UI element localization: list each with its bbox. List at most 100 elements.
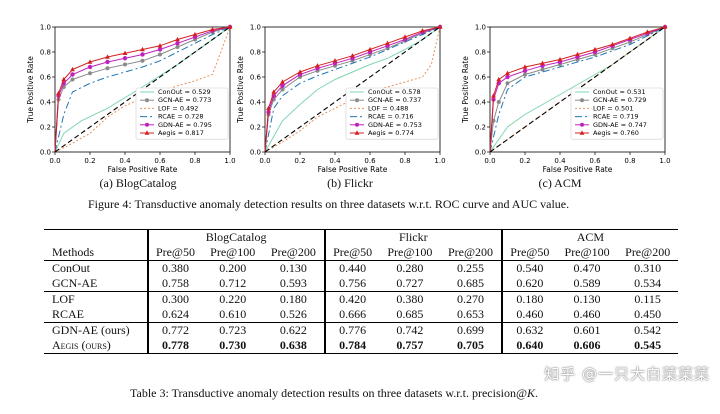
roc-point	[175, 41, 180, 46]
y-axis-label: True Positive Rate	[26, 56, 35, 124]
table-header-row-metrics: Methods Pre@50 Pre@100 Pre@200 Pre@50 Pr…	[44, 245, 678, 261]
x-tick-label: 0.6	[154, 157, 166, 165]
table-cell: 0.380	[146, 260, 203, 276]
table-cell: 0.280	[379, 260, 441, 276]
table-cell: 0.685	[457, 276, 485, 290]
legend-label: GCN-AE = 0.737	[368, 96, 421, 104]
roc-point	[70, 77, 75, 82]
roc-point	[157, 47, 163, 52]
table-cell: 0.784	[323, 338, 380, 354]
plot-frame	[489, 26, 666, 153]
legend-label: Aegis = 0.817	[158, 129, 204, 137]
method-name: Aegis (ours)	[44, 338, 148, 354]
x-tick-label: 0.0	[259, 157, 270, 165]
table-body: ConOut 0.380 0.200 0.130 0.440 0.280 0.255 0.54…	[44, 260, 678, 354]
table-cell: 0.540	[500, 260, 557, 276]
table-caption-end: .	[535, 386, 539, 400]
table-cell: 0.653	[457, 307, 485, 321]
table-cell: 0.460	[573, 307, 601, 321]
table-cell: 0.440	[323, 260, 380, 276]
method-name: LOF	[44, 291, 148, 307]
table-cell: 0.534	[634, 276, 662, 290]
table-cell: 0.300	[146, 291, 203, 307]
legend-box	[135, 87, 229, 140]
roc-point	[266, 105, 271, 111]
roc-point	[315, 63, 320, 68]
roc-point	[122, 50, 128, 56]
y-axis-label: True Positive Rate	[236, 56, 245, 124]
y-tick-label: 0.4	[250, 99, 262, 107]
x-tick-label: 1.0	[434, 157, 445, 165]
roc-point	[627, 35, 633, 41]
dataset-header: ACM	[500, 229, 678, 245]
roc-point	[271, 89, 277, 94]
roc-figure: 0.00.00.20.20.40.40.60.60.80.81.01.0Fals…	[26, 24, 671, 175]
metric-header: Pre@200	[447, 245, 494, 259]
legend-box	[570, 87, 664, 140]
x-tick-label: 0.8	[399, 157, 410, 165]
roc-point	[505, 74, 510, 80]
legend-label: GCN-AE = 0.729	[593, 96, 646, 104]
table-cell: 0.606	[556, 338, 618, 354]
table-cell: 0.180	[262, 291, 325, 307]
roc-point	[70, 66, 75, 72]
y-tick-label: 0.4	[40, 99, 52, 107]
table-cell: 0.624	[146, 307, 203, 323]
table-cell: 0.593	[279, 276, 307, 290]
roc-series-line	[264, 26, 441, 153]
y-tick-label: 0.8	[475, 49, 486, 57]
table-cell: 0.638	[262, 338, 325, 354]
metric-header: Pre@100	[387, 245, 433, 259]
roc-point	[122, 56, 128, 61]
table-row: ConOut 0.380 0.200 0.130 0.440 0.280 0.255 0.54…	[44, 260, 678, 276]
figure-caption: Figure 4: Transductive anomaly detection…	[88, 197, 570, 211]
y-tick-label: 0.2	[475, 124, 486, 132]
legend-marker	[144, 130, 150, 135]
x-tick-label: 0.0	[49, 157, 60, 165]
y-tick-label: 0.0	[250, 149, 261, 157]
legend-label: ConOut = 0.529	[158, 88, 211, 96]
subcaption-c: (c) ACM	[538, 176, 582, 190]
legend-marker	[354, 130, 360, 135]
table-cell: 0.130	[262, 260, 325, 276]
roc-point	[505, 81, 510, 86]
x-axis-label: False Positive Rate	[543, 165, 613, 174]
x-tick-label: 0.2	[519, 157, 530, 165]
metric-header: Pre@50	[500, 245, 557, 261]
methods-header: Methods	[52, 245, 94, 259]
dataset-header: BlogCatalog	[146, 229, 325, 245]
roc-point	[540, 60, 545, 66]
y-tick-label: 0.6	[475, 74, 487, 82]
table-cell: 0.601	[556, 322, 618, 338]
table-row: LOF 0.300 0.220 0.180 0.420 0.380 0.270 0.180 0.…	[44, 291, 678, 307]
table-cell: 0.610	[219, 307, 247, 321]
x-tick-label: 0.6	[589, 157, 601, 165]
x-tick-label: 0.8	[624, 157, 635, 165]
roc-point	[157, 43, 163, 48]
table-row: GDN-AE (ours) 0.772 0.723 0.622 0.776 0.742 0.…	[44, 322, 678, 338]
subcaption-b: (b) Flickr	[327, 176, 373, 190]
table-row: RCAE 0.624 0.610 0.526 0.666 0.685 0.653 0.460 0…	[44, 307, 678, 323]
x-tick-label: 0.2	[84, 157, 95, 165]
legend-label: RCAE = 0.716	[368, 113, 413, 121]
dataset-header: Flickr	[323, 229, 502, 245]
legend-box	[345, 87, 439, 140]
roc-point	[332, 58, 338, 63]
table-cell: 0.180	[500, 291, 557, 307]
y-tick-label: 0.2	[250, 124, 261, 132]
roc-point	[105, 59, 110, 65]
roc-point	[297, 69, 303, 74]
y-tick-label: 0.6	[40, 74, 52, 82]
roc-point	[87, 64, 93, 70]
roc-point	[140, 46, 145, 52]
table-cell: 0.200	[202, 260, 263, 276]
roc-point	[505, 70, 510, 76]
table-cell: 0.130	[556, 291, 618, 307]
roc-point	[175, 36, 180, 42]
table-cell: 0.756	[323, 276, 380, 292]
table-cell: 0.220	[202, 291, 263, 307]
roc-point	[158, 52, 162, 57]
legend-label: GDN-AE = 0.747	[593, 121, 647, 129]
roc-point	[210, 26, 215, 32]
legend-marker	[145, 122, 149, 127]
